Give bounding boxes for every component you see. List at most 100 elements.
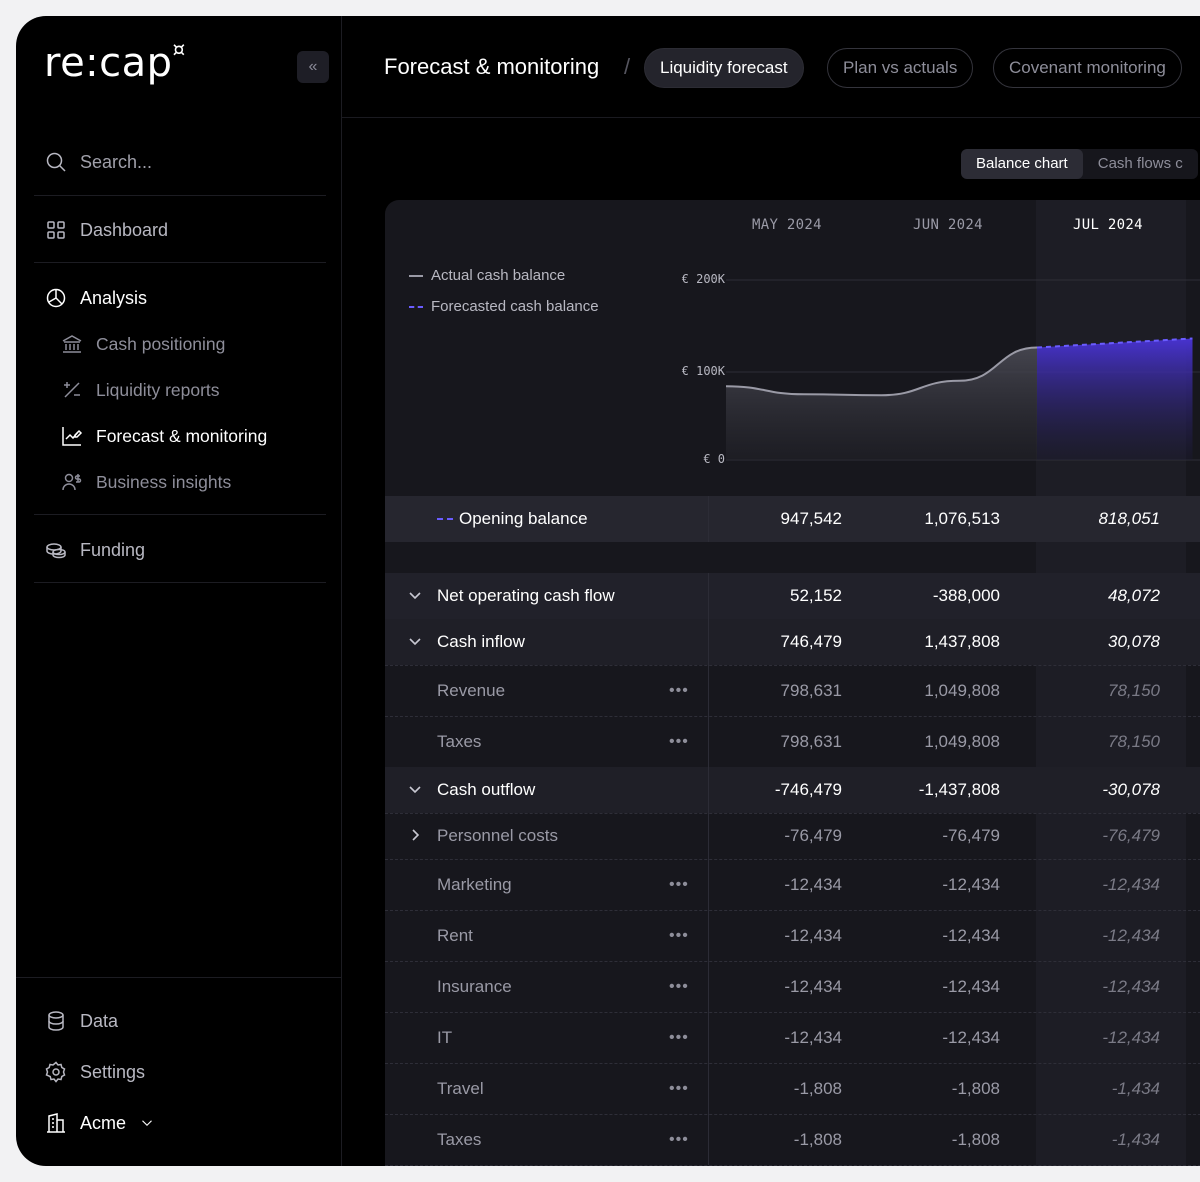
row-menu-icon[interactable]: ••• [669, 1028, 689, 1046]
row-menu-icon[interactable]: ••• [669, 926, 689, 944]
sidebar-item-business-insights[interactable]: Business insights [60, 466, 231, 498]
tab-covenant-monitoring[interactable]: Covenant monitoring [993, 48, 1182, 88]
cell-value: 818,051 [1098, 509, 1160, 528]
page-title: Forecast & monitoring [384, 54, 600, 79]
cell-value: -1,808 [793, 1078, 842, 1098]
sidebar-item-data[interactable]: Data [44, 1005, 118, 1037]
row-label: Net operating cash flow [437, 586, 615, 605]
cell-value: 30,078 [1108, 632, 1160, 651]
table-row[interactable]: Travel ••• -1,808 -1,808 -1,434 [385, 1063, 1200, 1114]
sidebar-item-label: Dashboard [80, 219, 169, 240]
cell-value: 947,542 [780, 509, 842, 528]
table-row[interactable]: Marketing ••• -12,434 -12,434 -12,434 [385, 859, 1200, 910]
sidebar-item-label: Funding [80, 539, 146, 560]
table-row[interactable]: Insurance ••• -12,434 -12,434 -12,434 [385, 961, 1200, 1012]
opening-balance-row: Opening balance 947,542 1,076,513 818,051 [385, 496, 1200, 542]
row-label: Opening balance [459, 509, 588, 528]
app-logo[interactable]: re:cap¤ [44, 36, 186, 86]
cell-value: 78,150 [1108, 731, 1160, 751]
table-row[interactable]: Personnel costs -76,479 -76,479 -76,479 [385, 813, 1200, 859]
row-label: Insurance [437, 976, 512, 996]
row-label: Rent [437, 925, 473, 945]
sidebar-item-analysis[interactable]: Analysis [44, 282, 147, 314]
forecast-balance-line [1036, 337, 1193, 349]
column-divider [708, 573, 709, 619]
table-row[interactable]: Taxes ••• 798,631 1,049,808 78,150 [385, 716, 1200, 767]
column-divider [708, 665, 709, 716]
row-menu-icon[interactable]: ••• [669, 681, 689, 699]
legend-actual: Actual cash balance [409, 267, 565, 284]
row-menu-icon[interactable]: ••• [669, 1079, 689, 1097]
cell-value: -1,808 [951, 1129, 1000, 1149]
building-icon [47, 1113, 65, 1133]
chevron-down-icon [142, 1120, 152, 1127]
divider [16, 977, 342, 978]
divider [34, 582, 326, 583]
collapse-sidebar-button[interactable]: « [297, 51, 329, 83]
view-toggle: Balance chart Cash flows c [961, 149, 1198, 179]
percent-icon [64, 382, 80, 398]
search-input[interactable]: Search... [44, 146, 152, 178]
row-divider [385, 665, 1200, 666]
row-divider [385, 1012, 1200, 1013]
sidebar-item-dashboard[interactable]: Dashboard [44, 214, 168, 246]
row-label: IT [437, 1027, 453, 1047]
column-divider [708, 961, 709, 1012]
row-divider [385, 961, 1200, 962]
row-menu-icon[interactable]: ••• [669, 977, 689, 995]
table-row[interactable]: Cash inflow 746,479 1,437,808 30,078 [385, 619, 1200, 665]
table-row[interactable]: Taxes ••• -1,808 -1,808 -1,434 [385, 1114, 1200, 1165]
sidebar-item-funding[interactable]: Funding [44, 534, 145, 566]
sidebar-item-forecast-monitoring[interactable]: Forecast & monitoring [60, 420, 267, 452]
expand-toggle[interactable] [407, 827, 423, 846]
cell-value: 1,049,808 [924, 731, 1000, 751]
database-icon [48, 1011, 64, 1031]
cell-value: -12,434 [784, 874, 842, 894]
sidebar-item-label: Business insights [96, 471, 232, 492]
cell-value: 1,437,808 [924, 632, 1000, 651]
expand-toggle[interactable] [407, 633, 423, 652]
search-placeholder: Search... [80, 151, 153, 172]
row-menu-icon[interactable]: ••• [669, 732, 689, 750]
sidebar: re:cap¤ « Search... Dashboard Analysis C… [16, 16, 342, 1166]
chevron-down-icon [409, 637, 421, 645]
cell-value: 798,631 [780, 731, 842, 751]
row-menu-icon[interactable]: ••• [669, 875, 689, 893]
cell-value: -12,434 [1102, 1027, 1160, 1047]
bank-icon [62, 335, 82, 353]
grid-icon [47, 221, 65, 239]
cell-value: -76,479 [784, 826, 842, 845]
cell-value: -12,434 [784, 925, 842, 945]
cell-value: -12,434 [942, 874, 1000, 894]
y-tick: € 0 [703, 452, 725, 466]
tab-liquidity-forecast[interactable]: Liquidity forecast [644, 48, 804, 88]
actual-balance-area [726, 347, 1037, 460]
sidebar-item-cash-positioning[interactable]: Cash positioning [60, 328, 225, 360]
y-tick: € 200K [681, 272, 725, 286]
row-menu-icon[interactable]: ••• [669, 1130, 689, 1148]
sidebar-item-settings[interactable]: Settings [44, 1056, 145, 1088]
expand-toggle[interactable] [407, 781, 423, 800]
workspace-switcher[interactable]: Acme [44, 1107, 156, 1139]
chevrons-left-icon: « [308, 58, 318, 75]
actual-balance-line [725, 346, 1038, 397]
cash-flows-toggle[interactable]: Cash flows c [1097, 155, 1183, 172]
forecast-panel: MAY 2024 JUN 2024 JUL 2024 Actual cash b… [385, 200, 1200, 1166]
tab-plan-vs-actuals[interactable]: Plan vs actuals [827, 48, 974, 88]
column-divider [708, 1012, 709, 1063]
table-row[interactable]: Revenue ••• 798,631 1,049,808 78,150 [385, 665, 1200, 716]
table-row[interactable]: Net operating cash flow 52,152 -388,000 48,… [385, 573, 1200, 619]
cell-value: 52,152 [790, 586, 842, 605]
sidebar-item-liquidity-reports[interactable]: Liquidity reports [60, 374, 220, 406]
cell-value: -12,434 [1102, 976, 1160, 996]
table-row[interactable]: Rent ••• -12,434 -12,434 -12,434 [385, 910, 1200, 961]
cell-value: 1,049,808 [924, 680, 1000, 700]
legend-forecast: Forecasted cash balance [409, 298, 599, 315]
pie-icon [46, 288, 66, 308]
balance-chart-toggle[interactable]: Balance chart [961, 149, 1083, 179]
table-row[interactable]: IT ••• -12,434 -12,434 -12,434 [385, 1012, 1200, 1063]
cell-value: 798,631 [780, 680, 842, 700]
table-row[interactable]: Cash outflow -746,479 -1,437,808 -30,078 [385, 767, 1200, 813]
expand-toggle[interactable] [407, 587, 423, 606]
cell-value: 48,072 [1108, 586, 1160, 605]
